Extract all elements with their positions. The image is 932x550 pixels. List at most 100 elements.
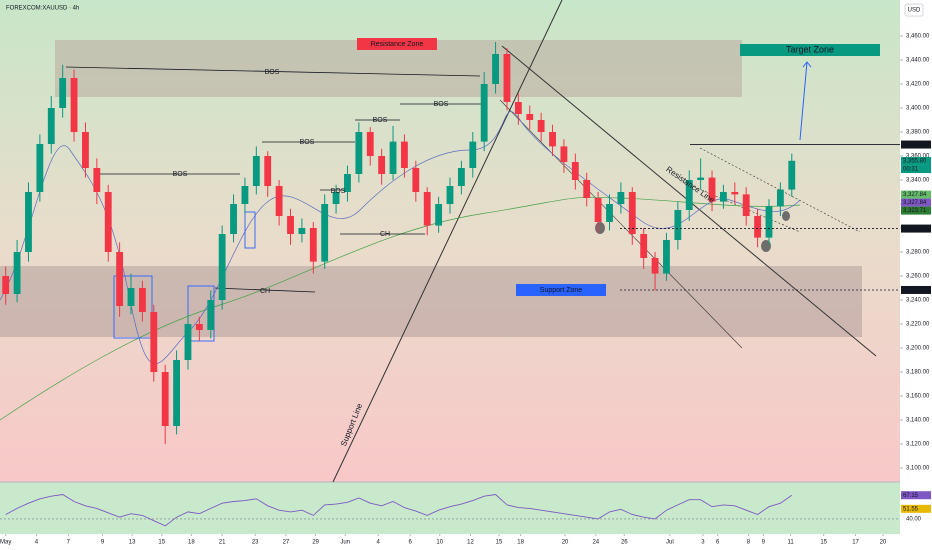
annotation-box xyxy=(516,284,606,296)
price-tag-label: 3,327.84 xyxy=(903,192,927,198)
x-tick-label: 15 xyxy=(158,540,165,546)
y-tick-label: 3,460.00 xyxy=(906,34,930,40)
y-tick-label: 3,120.00 xyxy=(906,442,930,448)
candle-body xyxy=(435,204,443,226)
candle-body xyxy=(389,141,397,174)
x-tick-label: 20 xyxy=(880,540,887,546)
candle-body xyxy=(138,288,146,312)
target-arrowhead xyxy=(802,61,812,68)
swing-markers xyxy=(595,211,790,252)
x-tick-label: 3 xyxy=(701,540,705,546)
candle-body xyxy=(309,228,317,262)
symbol-title: FOREXCOM:XAUUSD · 4h xyxy=(6,6,79,12)
candle-body xyxy=(59,78,67,108)
y-tick-label: 3,180.00 xyxy=(906,370,930,376)
price-tag xyxy=(901,206,931,215)
candle-body xyxy=(697,177,705,180)
candle-body xyxy=(70,78,78,132)
support-line xyxy=(332,0,563,483)
y-tick-label: 3,280.00 xyxy=(906,250,930,256)
candle-body xyxy=(378,156,386,174)
x-tick-label: 29 xyxy=(312,540,319,546)
candle-body xyxy=(514,102,522,114)
rsi-line xyxy=(5,494,793,527)
x-tick-label: 9 xyxy=(762,540,766,546)
x-tick-label: 26 xyxy=(621,540,628,546)
x-tick-label: 18 xyxy=(188,540,195,546)
candle-body xyxy=(571,162,579,180)
x-tick-label: Jul xyxy=(666,540,674,546)
candle-body xyxy=(492,54,499,84)
candle-body xyxy=(241,186,249,204)
candle-body xyxy=(651,258,659,274)
candle-body xyxy=(663,240,670,274)
x-tick-label: 20 xyxy=(562,540,569,546)
candles xyxy=(2,42,796,444)
y-tick-label: 3,100.00 xyxy=(906,466,930,472)
x-tick-label: 7 xyxy=(67,540,71,546)
candle-body xyxy=(617,192,625,204)
candle-body xyxy=(161,372,169,426)
candle-body xyxy=(526,114,534,120)
rsi-tag xyxy=(901,504,931,513)
y-tick-label: 3,220.00 xyxy=(906,322,930,328)
candle-body xyxy=(344,174,351,192)
x-tick-label: 21 xyxy=(219,540,226,546)
annotation: BOS xyxy=(331,188,346,195)
price-tag-label: 3,248.36 xyxy=(903,288,927,294)
candle-body xyxy=(332,192,340,204)
candle-body xyxy=(25,192,32,252)
candle-body xyxy=(742,194,750,216)
x-tick-label: 4 xyxy=(377,540,381,546)
price-tag xyxy=(901,190,931,199)
x-tick-label: 27 xyxy=(283,540,290,546)
y-tick-label: 3,360.00 xyxy=(906,154,930,160)
candle-body xyxy=(469,141,477,168)
rsi-tick-label: 40.00 xyxy=(906,516,922,522)
price-tag xyxy=(901,224,931,233)
candle-body xyxy=(640,234,648,258)
annotation: Support Zone xyxy=(540,287,583,294)
candle-body xyxy=(720,192,727,202)
rsi-tag-label: 51.55 xyxy=(903,506,919,512)
rsi-tag xyxy=(901,491,931,500)
x-tick-label: 12 xyxy=(467,540,474,546)
candle-body xyxy=(412,168,420,192)
annotation: Resistance Zone xyxy=(371,41,424,48)
candle-body xyxy=(480,84,488,142)
x-tick-label: 4 xyxy=(35,540,39,546)
rsi-tag-label: 67.15 xyxy=(903,493,919,499)
candle-body xyxy=(355,132,363,174)
candle-body xyxy=(606,204,613,222)
annotation: BOS xyxy=(373,117,388,124)
y-tick-label: 3,420.00 xyxy=(906,82,930,88)
candle-body xyxy=(287,216,294,234)
candle-body xyxy=(594,198,602,222)
candle-body xyxy=(685,180,693,210)
candle-body xyxy=(321,204,329,262)
candle-body xyxy=(127,288,135,306)
candle-body xyxy=(104,192,112,252)
candle-body xyxy=(2,276,10,294)
price-tag-label: 3,369.55 xyxy=(903,142,927,148)
x-tick-label: 6 xyxy=(408,540,412,546)
y-tick-label: 3,160.00 xyxy=(906,394,930,400)
price-tag-label: 3,355.80 xyxy=(903,159,927,165)
currency-box xyxy=(904,3,924,17)
currency: USD xyxy=(908,8,921,14)
price-tag xyxy=(901,198,931,207)
candle-body xyxy=(184,324,192,360)
time-axis xyxy=(0,534,932,550)
price-tag xyxy=(901,157,931,166)
y-tick-label: 3,440.00 xyxy=(906,58,930,64)
candle-body xyxy=(560,146,568,162)
price-tag xyxy=(901,285,931,294)
annotation: BOS xyxy=(300,139,315,146)
candle-body xyxy=(401,141,408,168)
price-tag-label: 3,323.71 xyxy=(903,208,927,214)
candle-body xyxy=(776,189,784,207)
candle-body xyxy=(366,132,374,156)
candle-body xyxy=(549,132,556,147)
y-tick-label: 3,380.00 xyxy=(906,130,930,136)
